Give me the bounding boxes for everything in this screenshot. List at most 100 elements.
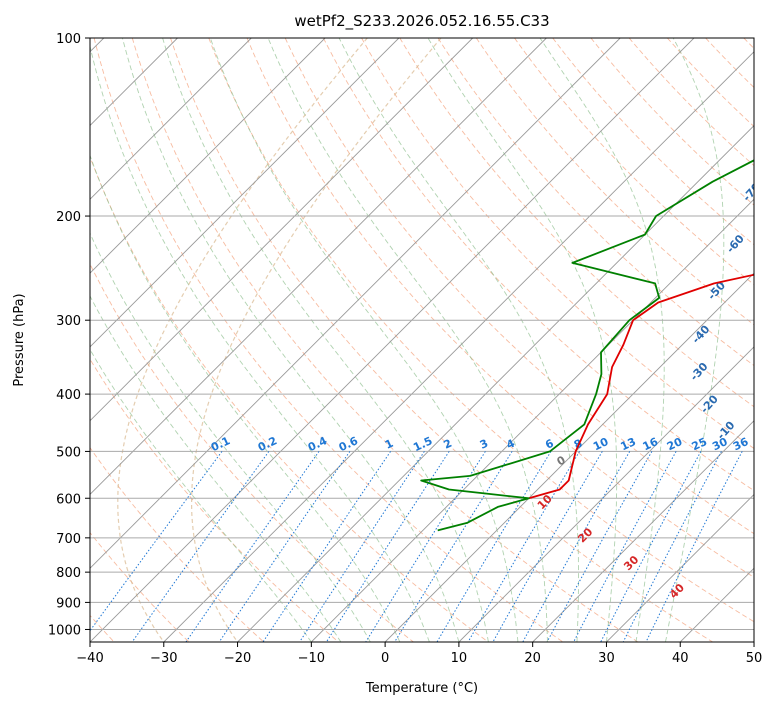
dry-adiabat-bold (117, 38, 368, 642)
mixing-ratio-line (522, 451, 631, 642)
plot-area: 0.10.20.40.611.52346810131620253036-100-… (90, 38, 775, 642)
mixing-ratio-line (546, 451, 653, 642)
dry-adiabat (90, 446, 265, 642)
y-tick-label: 300 (56, 314, 81, 329)
y-tick-label: 400 (56, 388, 81, 403)
plot-frame (89, 37, 755, 643)
moist-adiabat (162, 38, 489, 642)
mixing-ratio-label: 2 (441, 437, 453, 452)
isotherm (384, 272, 754, 642)
mixing-ratio-line (325, 451, 450, 642)
moist-adiabat (90, 348, 312, 642)
y-tick-label: 600 (56, 492, 81, 507)
isotherm (606, 493, 754, 642)
moist-adiabat (90, 232, 371, 642)
x-tick-label: 20 (524, 651, 541, 666)
x-tick-label: −10 (298, 651, 325, 666)
isotherm (90, 38, 326, 274)
dry-adiabat (284, 38, 754, 535)
dry-adiabat-label: -80 (761, 131, 775, 155)
mixing-ratio-label: 25 (690, 435, 709, 453)
dry-adiabat-label: -40 (690, 322, 713, 346)
moist-adiabat (90, 154, 401, 642)
mixing-ratio-line (365, 451, 486, 642)
mixing-ratio-line (436, 451, 552, 642)
isotherm (310, 198, 754, 642)
y-tick-label: 800 (56, 566, 81, 581)
mixing-ratio-label: 1 (383, 437, 395, 452)
dry-adiabat (361, 38, 754, 449)
moist-adiabat (427, 38, 618, 642)
x-axis-label: Temperature (°C) (365, 681, 478, 696)
y-tick-label: 900 (56, 596, 81, 611)
isotherm (90, 38, 695, 642)
mixing-ratio-label: 36 (731, 435, 751, 453)
isotherm (163, 51, 754, 642)
y-axis-label: Pressure (hPa) (12, 293, 27, 386)
mixing-ratio-line (299, 451, 425, 642)
moist-adiabat (121, 38, 460, 642)
dry-adiabat (131, 38, 639, 642)
mixing-ratio-line (394, 451, 513, 642)
mixing-ratio-label: 13 (619, 435, 638, 453)
mixing-ratio-label: 3 (478, 437, 490, 452)
mixing-ratio-label: 6 (543, 437, 556, 452)
isotherm (458, 346, 754, 642)
isotherm (532, 420, 754, 642)
dry-adiabat (552, 38, 754, 246)
mixing-ratio-line (622, 451, 722, 642)
dry-adiabat (514, 38, 754, 286)
moist-adiabat (665, 38, 725, 642)
isotherm-label: 30 (621, 553, 641, 573)
mixing-ratio-line (467, 451, 581, 642)
mixing-ratio-line (600, 451, 702, 642)
moist-adiabat (338, 38, 579, 642)
y-axis: 100 200 300 400 500 600 700 800 900 1000 (48, 32, 90, 638)
dry-adiabat (246, 38, 754, 578)
isotherm (237, 124, 754, 642)
y-tick-label: 500 (56, 445, 81, 460)
moist-adiabat (209, 38, 519, 642)
x-axis: −40 −30 −20 −10 0 10 20 30 40 50 (76, 642, 762, 666)
isotherm (90, 38, 400, 348)
isotherm-label: 40 (667, 581, 687, 601)
dry-adiabat (208, 38, 754, 623)
mixing-ratio-line (90, 451, 223, 632)
dry-adiabat (322, 38, 754, 492)
dry-adiabat (90, 263, 414, 642)
mixing-ratio-line (492, 451, 603, 642)
x-tick-label: 40 (672, 651, 689, 666)
dewpoint-profile (420, 159, 754, 532)
moist-adiabat (267, 38, 548, 642)
y-tick-label: 700 (56, 532, 81, 547)
dry-adiabat (90, 358, 339, 642)
isotherm (90, 38, 547, 496)
mixing-ratio-line (218, 451, 351, 642)
dry-adiabat (90, 155, 489, 642)
mixing-ratio-line (573, 451, 677, 642)
dry-adiabat-label: -30 (688, 360, 711, 384)
dry-adiabat (743, 38, 754, 50)
y-tick-label: 200 (56, 210, 81, 225)
chart-title: wetPf2_S233.2026.052.16.55.C33 (294, 12, 549, 31)
y-tick-label: 100 (56, 32, 81, 47)
x-tick-label: 10 (451, 651, 468, 666)
x-tick-label: 50 (746, 651, 763, 666)
isotherm (90, 38, 621, 569)
dry-adiabat (437, 38, 754, 367)
dry-adiabat-bold (191, 38, 442, 642)
dry-adiabat-label: -70 (740, 180, 763, 204)
moist-adiabat (90, 295, 342, 642)
x-tick-label: 0 (381, 651, 389, 666)
temperature-profile (528, 273, 754, 500)
mixing-ratio-label: 10 (591, 435, 611, 453)
mixing-ratio-label: 16 (641, 435, 661, 453)
dry-adiabat (399, 38, 754, 408)
isotherm (90, 38, 252, 200)
x-tick-label: −30 (150, 651, 177, 666)
x-tick-label: −20 (224, 651, 251, 666)
x-tick-label: −40 (76, 651, 103, 666)
isotherm (753, 641, 754, 642)
x-tick-label: 30 (598, 651, 615, 666)
